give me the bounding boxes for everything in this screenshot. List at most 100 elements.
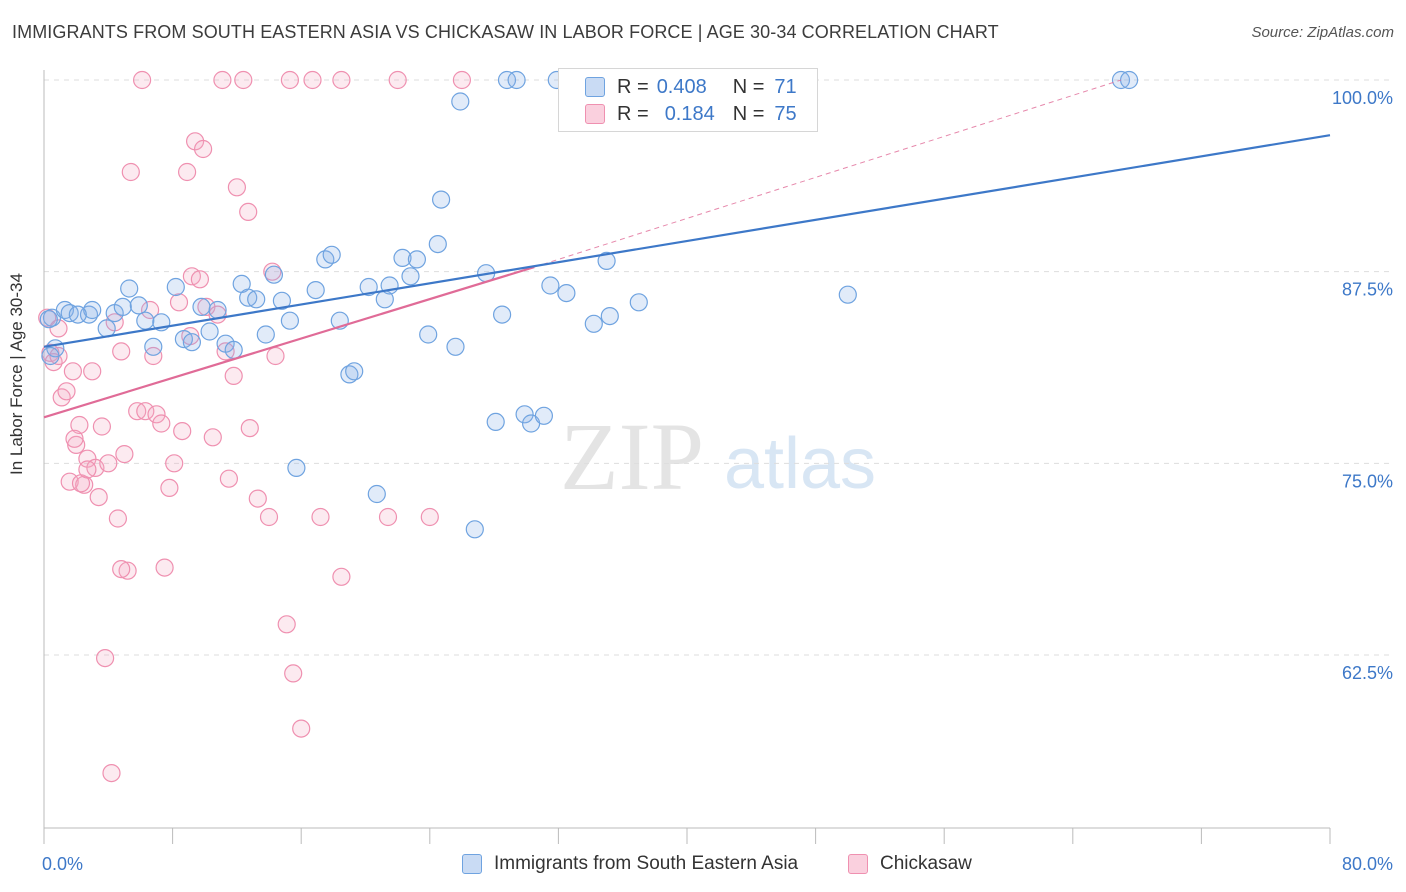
- chickasaw-point: [89, 488, 108, 507]
- chickasaw-point: [190, 270, 209, 289]
- chickasaw-point: [118, 561, 137, 580]
- sea-point: [144, 337, 163, 356]
- chickasaw-trend-line: [43, 266, 535, 419]
- chickasaw-point: [224, 366, 243, 385]
- chickasaw-point: [141, 300, 160, 320]
- legend-r-blue: 0.408: [656, 75, 707, 98]
- sea-point: [600, 307, 619, 326]
- sea-point: [280, 311, 299, 330]
- sea-point: [340, 365, 359, 384]
- chickasaw-point: [378, 507, 398, 527]
- chickasaw-point: [239, 202, 258, 221]
- chickasaw-point: [332, 70, 351, 90]
- y-tick-label: 62.5%: [1342, 663, 1393, 683]
- sea-point: [192, 297, 211, 316]
- chickasaw-point: [160, 478, 179, 497]
- y-tick-label: 100.0%: [1332, 88, 1393, 108]
- sea-point: [534, 406, 554, 425]
- chickasaw-point: [240, 419, 259, 438]
- sea-point: [465, 520, 484, 539]
- bottom-legend-pink: Chickasaw: [848, 852, 972, 876]
- chickasaw-point: [112, 342, 131, 361]
- chickasaw-point: [67, 435, 86, 454]
- sea-point: [120, 279, 139, 298]
- chickasaw-point: [303, 70, 322, 90]
- sea-point: [367, 484, 386, 504]
- sea-point: [1119, 70, 1139, 90]
- sea-point: [419, 325, 438, 344]
- chickasaw-point: [102, 763, 121, 783]
- chickasaw-point: [248, 489, 267, 508]
- chickasaw-point: [311, 507, 330, 527]
- bottom-swatch-pink: [848, 854, 868, 874]
- chickasaw-trend-extension: [534, 79, 1122, 268]
- bottom-swatch-blue: [462, 854, 482, 874]
- bottom-legend-blue-label: Immigrants from South Eastern Asia: [494, 853, 799, 874]
- sea-point: [629, 293, 648, 312]
- y-tick-label: 87.5%: [1342, 280, 1393, 300]
- chickasaw-point: [277, 615, 296, 634]
- chickasaw-point: [169, 293, 189, 312]
- sea-point: [322, 245, 341, 264]
- chickasaw-point: [280, 70, 299, 90]
- sea-point: [113, 297, 132, 316]
- chickasaw-point: [108, 509, 128, 528]
- sea-point: [428, 235, 447, 254]
- legend-n-blue: 71: [774, 75, 797, 98]
- sea-point: [136, 311, 155, 330]
- sea-point: [166, 277, 185, 297]
- chickasaw-point: [332, 567, 351, 586]
- chickasaw-point: [83, 362, 102, 381]
- sea-point: [41, 346, 60, 366]
- chickasaw-point: [234, 70, 253, 90]
- chickasaw-point: [452, 70, 471, 90]
- trend-lines: [43, 79, 1331, 419]
- legend-row-blue: R = 0.408 N = 71: [585, 73, 797, 101]
- chickasaw-point: [63, 362, 83, 381]
- sea-point: [97, 319, 116, 338]
- chickasaw-point: [155, 558, 174, 577]
- chickasaw-point: [292, 719, 311, 738]
- chickasaw-point: [144, 346, 163, 366]
- chickasaw-point: [112, 559, 131, 579]
- sea-point: [597, 251, 616, 270]
- sea-point: [208, 300, 227, 320]
- chickasaw-point: [165, 454, 184, 473]
- bottom-legend-pink-label: Chickasaw: [880, 853, 972, 874]
- chickasaw-point: [60, 472, 79, 491]
- sea-point: [486, 412, 505, 431]
- legend-r-label: R =: [617, 102, 649, 125]
- chickasaw-point: [388, 70, 407, 90]
- chickasaw-point: [78, 460, 97, 479]
- sea-point: [316, 250, 335, 269]
- legend-n-pink: 75: [774, 102, 797, 125]
- chickasaw-point: [147, 405, 166, 424]
- axes: [43, 70, 1331, 844]
- legend-r-pink: 0.184: [664, 102, 715, 125]
- sea-point: [247, 290, 266, 309]
- chickasaw-point: [57, 382, 76, 401]
- sea-points: [39, 70, 1139, 539]
- sea-point: [224, 340, 243, 359]
- sea-point: [541, 276, 560, 295]
- chickasaw-point: [266, 346, 285, 366]
- y-tick-label: 75.0%: [1342, 471, 1393, 491]
- sea-point: [515, 405, 534, 424]
- chickasaw-point: [259, 507, 279, 527]
- gridlines: [44, 79, 1392, 656]
- legend-row-pink: R = 0.184 N = 75: [585, 100, 797, 128]
- x-tick-label: 80.0%: [1342, 854, 1393, 874]
- chart-source: Source: ZipAtlas.com: [1251, 24, 1394, 41]
- sea-point: [497, 70, 517, 90]
- chickasaw-point: [70, 415, 89, 435]
- chickasaw-point: [115, 445, 134, 464]
- stats-legend: R = 0.408 N = 71 R = 0.184 N = 75: [558, 68, 818, 132]
- legend-n-label: N =: [732, 75, 765, 98]
- chickasaw-point: [420, 507, 439, 527]
- legend-swatch-blue: [585, 77, 605, 97]
- chickasaw-points: [38, 70, 471, 783]
- sea-point: [407, 250, 426, 269]
- sea-point: [287, 458, 306, 477]
- y-axis-label: In Labor Force | Age 30-34: [7, 273, 26, 475]
